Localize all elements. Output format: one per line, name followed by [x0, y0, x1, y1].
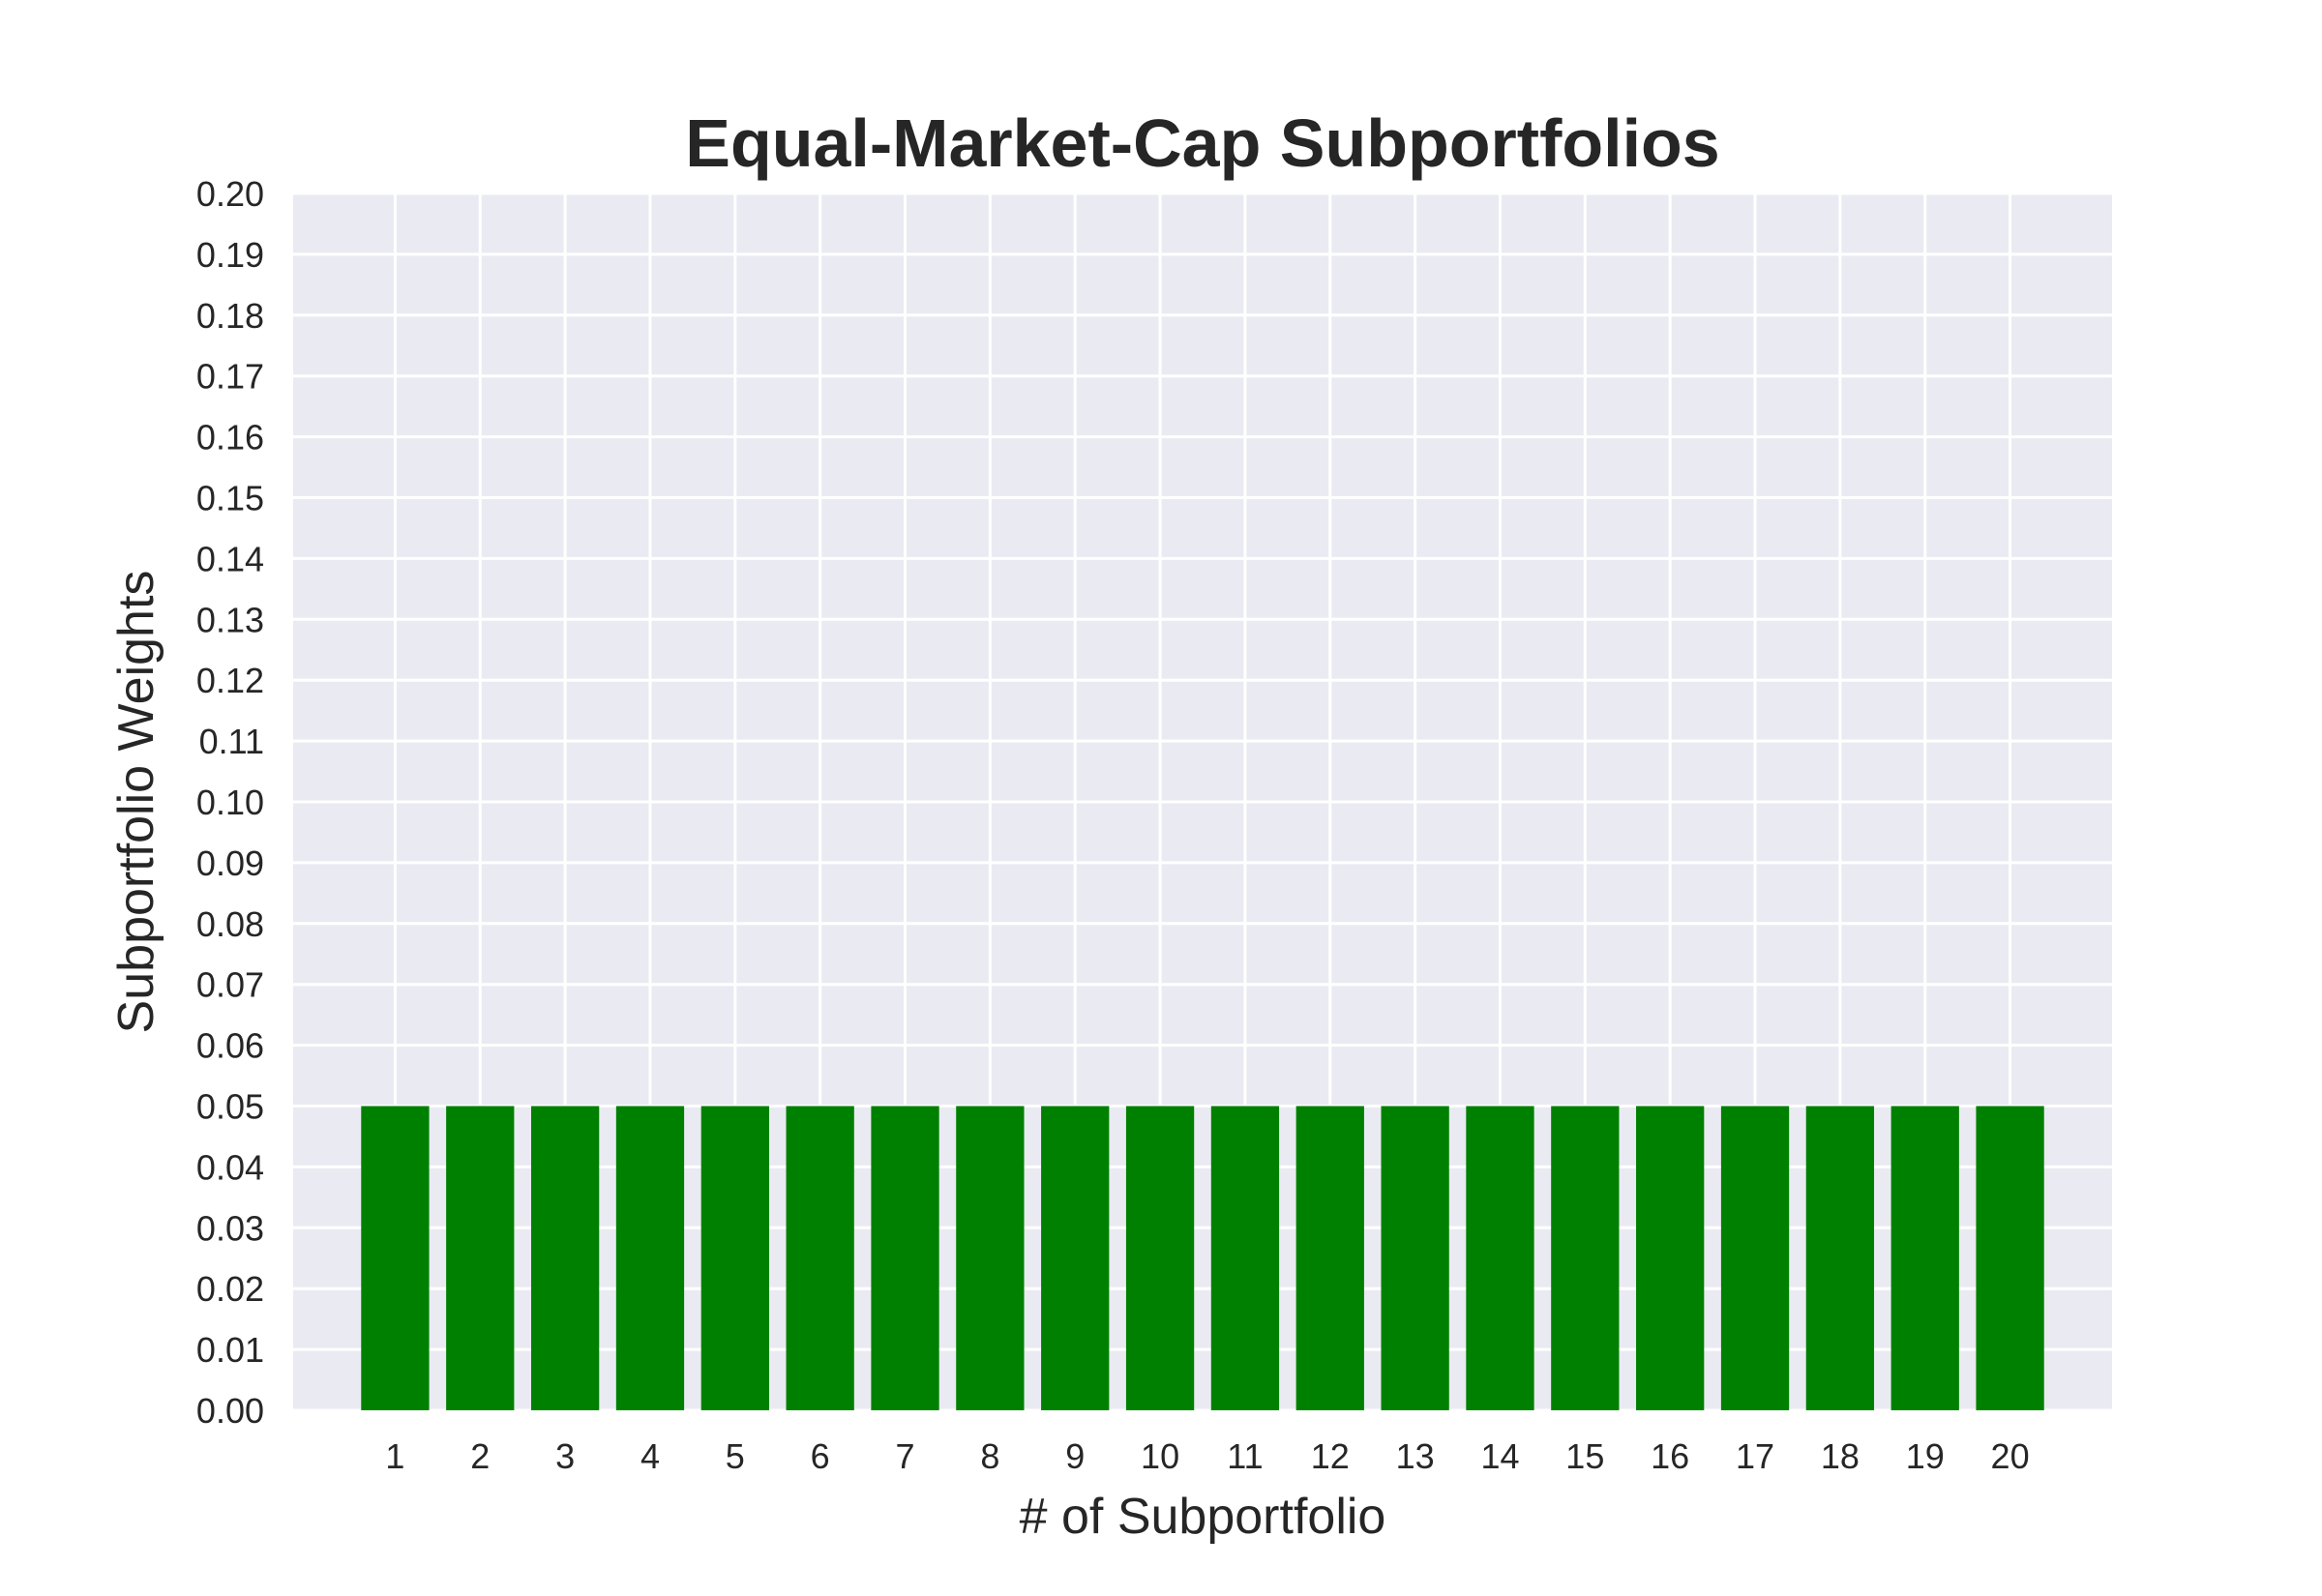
- x-tick-label: 12: [1311, 1436, 1350, 1476]
- bar-18: [1805, 1106, 1875, 1410]
- x-tick-label: 18: [1821, 1436, 1860, 1476]
- x-tick-label: 15: [1565, 1436, 1604, 1476]
- bar-5: [700, 1106, 769, 1410]
- bar-7: [871, 1106, 939, 1410]
- y-tick-label: 0.03: [196, 1208, 264, 1248]
- bar-20: [1976, 1106, 2044, 1410]
- y-axis-label: Subportfolio Weights: [108, 571, 164, 1034]
- x-tick-label: 2: [470, 1436, 490, 1476]
- x-tick-label: 1: [385, 1436, 404, 1476]
- x-tick-label: 14: [1480, 1436, 1519, 1476]
- x-tick-label: 16: [1651, 1436, 1689, 1476]
- x-tick-label: 6: [811, 1436, 830, 1476]
- x-tick-label: 20: [1991, 1436, 2030, 1476]
- x-tick-label: 9: [1065, 1436, 1085, 1476]
- y-tick-label: 0.13: [196, 600, 264, 639]
- y-tick-label: 0.05: [196, 1087, 264, 1127]
- bar-19: [1890, 1106, 1959, 1410]
- y-tick-label: 0.19: [196, 235, 264, 275]
- y-tick-label: 0.02: [196, 1269, 264, 1309]
- y-tick-label: 0.17: [196, 357, 264, 397]
- bar-13: [1381, 1106, 1449, 1410]
- bar-12: [1295, 1106, 1364, 1410]
- x-tick-label: 13: [1396, 1436, 1435, 1476]
- x-tick-label: 8: [980, 1436, 999, 1476]
- y-tick-label: 0.06: [196, 1026, 264, 1066]
- bar-3: [530, 1106, 600, 1410]
- bar-17: [1720, 1106, 1790, 1410]
- x-tick-label: 5: [726, 1436, 745, 1476]
- y-tick-label: 0.09: [196, 843, 264, 883]
- x-tick-label: 7: [896, 1436, 915, 1476]
- x-tick-label: 10: [1141, 1436, 1179, 1476]
- y-tick-label: 0.08: [196, 904, 264, 944]
- y-tick-label: 0.14: [196, 539, 264, 578]
- y-tick-label: 0.16: [196, 418, 264, 458]
- bar-11: [1210, 1106, 1280, 1410]
- y-tick-label: 0.15: [196, 479, 264, 518]
- x-tick-label: 3: [555, 1436, 575, 1476]
- y-tick-label: 0.00: [196, 1391, 264, 1431]
- bar-10: [1125, 1106, 1195, 1410]
- y-tick-label: 0.20: [196, 174, 264, 214]
- bar-15: [1551, 1106, 1620, 1410]
- y-tick-label: 0.07: [196, 965, 264, 1005]
- bar-2: [446, 1106, 515, 1410]
- x-tick-label: 11: [1227, 1436, 1263, 1476]
- y-tick-label: 0.10: [196, 783, 264, 822]
- bar-6: [786, 1106, 854, 1410]
- y-tick-label: 0.01: [196, 1330, 264, 1370]
- bar-1: [361, 1106, 430, 1410]
- bars: [361, 1106, 2044, 1410]
- x-tick-label: 19: [1906, 1436, 1945, 1476]
- chart-title: Equal-Market-Cap Subportfolios: [685, 105, 1719, 181]
- x-tick-label: 17: [1736, 1436, 1774, 1476]
- x-axis-label: # of Subportfolio: [1020, 1489, 1386, 1545]
- bar-16: [1636, 1106, 1705, 1410]
- y-tick-label: 0.12: [196, 661, 264, 700]
- x-tick-label: 4: [640, 1436, 660, 1476]
- bar-4: [615, 1106, 685, 1410]
- y-tick-label: 0.18: [196, 296, 264, 336]
- y-tick-labels: 0.00 0.01 0.02 0.03 0.04 0.05 0.06 0.07 0.08 0.09…: [196, 174, 264, 1431]
- y-tick-label: 0.04: [196, 1147, 264, 1187]
- bar-14: [1466, 1106, 1534, 1410]
- y-tick-label: 0.11: [199, 722, 264, 761]
- bar-8: [956, 1106, 1025, 1410]
- x-tick-labels: 1 2 3 4 5 6 7 8 9 10 11 12 13 14 15 16 17 18 19 20: [385, 1436, 2029, 1476]
- bar-9: [1041, 1106, 1110, 1410]
